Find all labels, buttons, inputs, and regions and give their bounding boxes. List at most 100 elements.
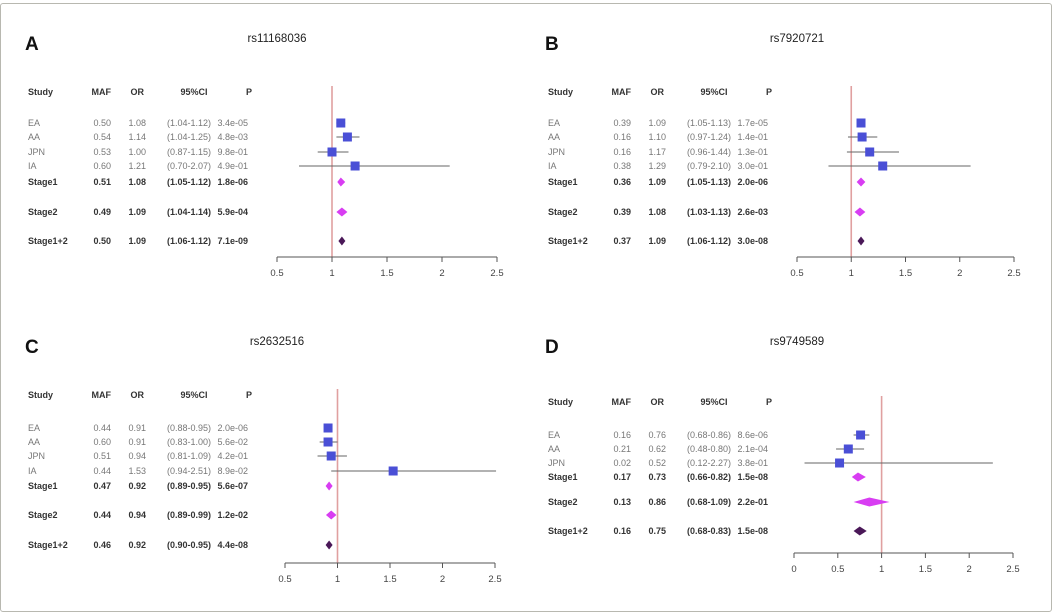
p-value: 4.4e-08: [217, 540, 248, 550]
forest-row-stage1-plus-2: Stage1+2 0.50 1.09 (1.06-1.12) 7.1e-09: [28, 236, 346, 246]
header-p: P: [246, 390, 252, 400]
maf-value: 0.38: [613, 161, 631, 171]
summary-diamond: [338, 236, 346, 246]
forest-row-stage1: Stage1 0.17 0.73 (0.66-0.82) 1.5e-08: [548, 472, 866, 482]
study-label: AA: [548, 444, 560, 454]
header-study: Study: [548, 397, 573, 407]
maf-value: 0.16: [613, 132, 631, 142]
ci-value: (0.89-0.99): [167, 510, 211, 520]
summary-diamond: [854, 207, 866, 217]
ci-value: (0.66-0.82): [687, 472, 731, 482]
ci-value: (1.05-1.12): [167, 177, 211, 187]
ci-value: (0.70-2.07): [167, 161, 211, 171]
header-ci: 95%CI: [180, 87, 207, 97]
ci-value: (0.89-0.95): [167, 481, 211, 491]
summary-diamond: [851, 472, 866, 482]
forest-row-ea: EA 0.44 0.91 (0.88-0.95) 2.0e-06: [28, 423, 333, 433]
ci-value: (1.06-1.12): [687, 236, 731, 246]
ci-value: (1.05-1.13): [687, 177, 731, 187]
x-tick-label: 2: [957, 268, 962, 279]
maf-value: 0.50: [93, 118, 111, 128]
forest-row-ia: IA 0.44 1.53 (0.94-2.51) 8.9e-02: [28, 466, 497, 476]
study-label: JPN: [28, 147, 45, 157]
study-label: Stage2: [28, 510, 58, 520]
p-value: 8.9e-02: [217, 466, 248, 476]
or-value: 0.92: [128, 540, 146, 550]
summary-diamond: [325, 481, 333, 491]
forest-row-jpn: JPN 0.02 0.52 (0.12-2.27) 3.8e-01: [548, 458, 993, 468]
x-tick-label: 2.5: [490, 268, 503, 279]
forest-row-ea: EA 0.50 1.08 (1.04-1.12) 3.4e-05: [28, 118, 346, 128]
or-value: 0.94: [128, 510, 146, 520]
study-label: JPN: [548, 458, 565, 468]
study-label: Stage1+2: [28, 236, 68, 246]
ci-value: (1.06-1.12): [167, 236, 211, 246]
study-label: IA: [548, 161, 557, 171]
odds-ratio-square: [843, 444, 853, 454]
p-value: 8.6e-06: [737, 430, 768, 440]
study-label: AA: [28, 437, 40, 447]
x-tick-label: 2: [967, 564, 972, 575]
maf-value: 0.44: [93, 466, 111, 476]
maf-value: 0.16: [613, 147, 631, 157]
or-value: 1.08: [128, 118, 146, 128]
study-label: IA: [28, 466, 37, 476]
study-label: Stage2: [28, 207, 58, 217]
odds-ratio-square: [326, 451, 336, 461]
or-value: 1.10: [648, 132, 666, 142]
or-value: 1.08: [128, 177, 146, 187]
ci-value: (0.88-0.95): [167, 423, 211, 433]
study-label: IA: [28, 161, 37, 171]
panel-letter: D: [545, 337, 559, 358]
x-tick-label: 1.5: [383, 574, 396, 585]
p-value: 1.4e-01: [737, 132, 768, 142]
study-label: EA: [28, 423, 40, 433]
maf-value: 0.50: [93, 236, 111, 246]
ci-value: (0.97-1.24): [687, 132, 731, 142]
header-ci: 95%CI: [180, 390, 207, 400]
forest-row-ia: IA 0.60 1.21 (0.70-2.07) 4.9e-01: [28, 161, 450, 171]
or-value: 0.92: [128, 481, 146, 491]
study-label: Stage1+2: [548, 236, 588, 246]
odds-ratio-square: [856, 430, 866, 440]
header-study: Study: [28, 87, 53, 97]
x-tick-label: 1: [335, 574, 340, 585]
forest-row-aa: AA 0.16 1.10 (0.97-1.24) 1.4e-01: [548, 132, 878, 142]
or-value: 1.09: [128, 236, 146, 246]
forest-row-aa: AA 0.54 1.14 (1.04-1.25) 4.8e-03: [28, 132, 360, 142]
maf-value: 0.53: [93, 147, 111, 157]
p-value: 2.2e-01: [737, 497, 768, 507]
header-ci: 95%CI: [700, 397, 727, 407]
odds-ratio-square: [857, 132, 867, 142]
maf-value: 0.60: [93, 437, 111, 447]
odds-ratio-square: [350, 161, 360, 171]
header-or: OR: [651, 397, 665, 407]
p-value: 3.0e-08: [737, 236, 768, 246]
or-value: 1.17: [648, 147, 666, 157]
x-tick-label: 2.5: [488, 574, 501, 585]
odds-ratio-square: [342, 132, 352, 142]
forest-row-stage1-plus-2: Stage1+2 0.46 0.92 (0.90-0.95) 4.4e-08: [28, 540, 333, 550]
summary-diamond: [325, 540, 333, 550]
maf-value: 0.44: [93, 423, 111, 433]
x-tick-label: 0: [791, 564, 796, 575]
forest-row-jpn: JPN 0.53 1.00 (0.87-1.15) 9.8e-01: [28, 147, 349, 157]
forest-row-aa: AA 0.60 0.91 (0.83-1.00) 5.6e-02: [28, 437, 338, 447]
ci-value: (0.96-1.44): [687, 147, 731, 157]
panel-letter: A: [25, 34, 39, 55]
ci-value: (1.04-1.25): [167, 132, 211, 142]
maf-value: 0.54: [93, 132, 111, 142]
x-tick-label: 2: [439, 268, 444, 279]
or-value: 0.86: [648, 497, 666, 507]
forest-row-stage2: Stage2 0.13 0.86 (0.68-1.09) 2.2e-01: [548, 497, 890, 507]
study-label: Stage1+2: [28, 540, 68, 550]
x-tick-label: 1.5: [899, 268, 912, 279]
study-label: JPN: [28, 451, 45, 461]
header-p: P: [766, 87, 772, 97]
summary-diamond: [337, 177, 346, 187]
or-value: 0.52: [648, 458, 666, 468]
header-ci: 95%CI: [700, 87, 727, 97]
or-value: 1.53: [128, 466, 146, 476]
